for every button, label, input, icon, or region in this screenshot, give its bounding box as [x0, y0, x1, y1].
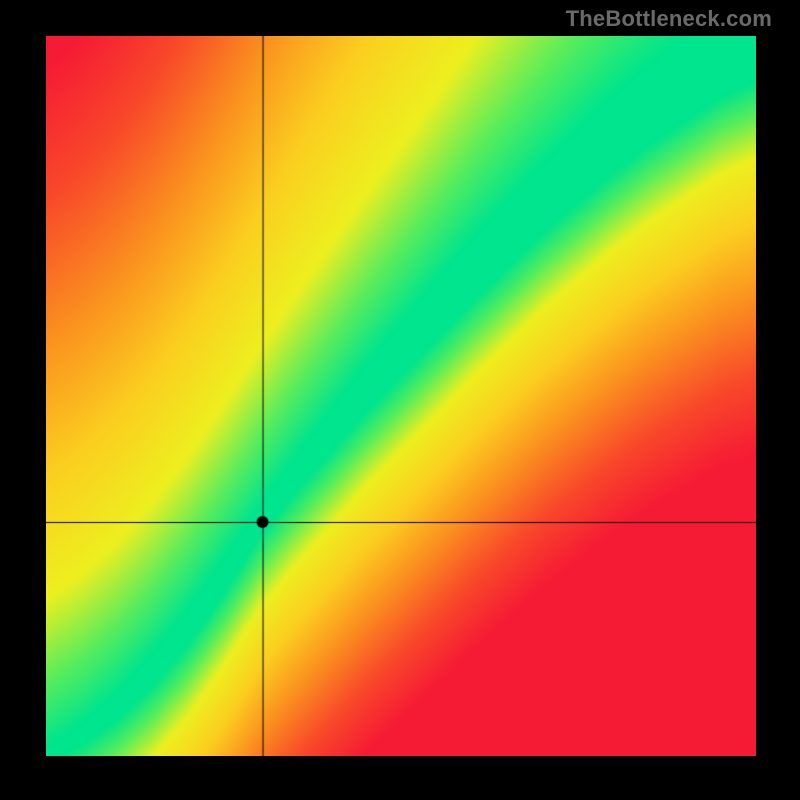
chart-container: TheBottleneck.com [0, 0, 800, 800]
heatmap-canvas [46, 36, 756, 756]
watermark-text: TheBottleneck.com [566, 6, 772, 32]
heatmap-plot [46, 36, 756, 756]
